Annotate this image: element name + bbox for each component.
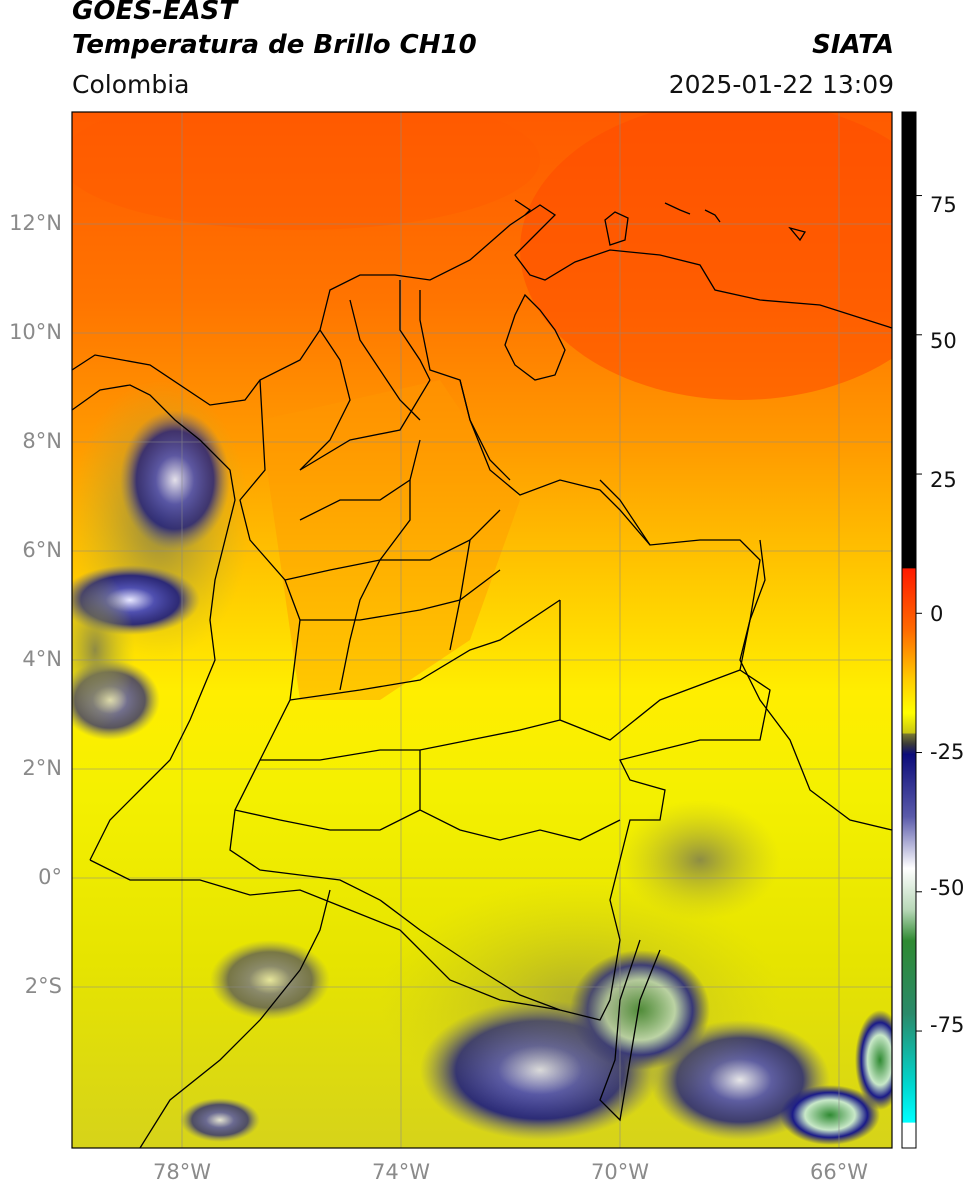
region-label: Colombia: [72, 70, 190, 99]
satellite-title: GOES-EAST: [72, 0, 238, 26]
product-title: Temperatura de Brillo CH10: [72, 30, 477, 60]
lat-label-0: 0°: [38, 865, 62, 889]
lon-label-66w: 66°W: [810, 1160, 868, 1184]
colorbar-tick-minus75: -75: [930, 1013, 965, 1037]
colorbar-tick-25: 25: [930, 468, 957, 492]
borders: [72, 199, 892, 1148]
colorbar: [901, 111, 922, 1149]
lat-label-8n: 8°N: [22, 429, 62, 453]
lon-label-78w: 78°W: [153, 1160, 211, 1184]
lat-label-2n: 2°N: [22, 756, 62, 780]
lat-label-10n: 10°N: [9, 320, 62, 344]
colorbar-tick-0: 0: [930, 602, 944, 626]
colorbar-tick-50: 50: [930, 329, 957, 353]
lon-label-70w: 70°W: [591, 1160, 649, 1184]
graticule: [72, 112, 892, 1148]
lat-label-6n: 6°N: [22, 538, 62, 562]
lat-label-2s: 2°S: [24, 974, 62, 998]
colorbar-tick-minus50: -50: [930, 876, 965, 900]
datetime-label: 2025-01-22 13:09: [668, 70, 894, 99]
lat-label-4n: 4°N: [22, 647, 62, 671]
lat-label-12n: 12°N: [9, 211, 62, 235]
brand-label: SIATA: [812, 30, 894, 60]
lon-label-74w: 74°W: [372, 1160, 430, 1184]
satellite-image: [72, 112, 892, 1148]
map-frame: [71, 111, 893, 1149]
colorbar-tick-minus25: -25: [930, 740, 965, 764]
colorbar-tick-75: 75: [930, 193, 957, 217]
